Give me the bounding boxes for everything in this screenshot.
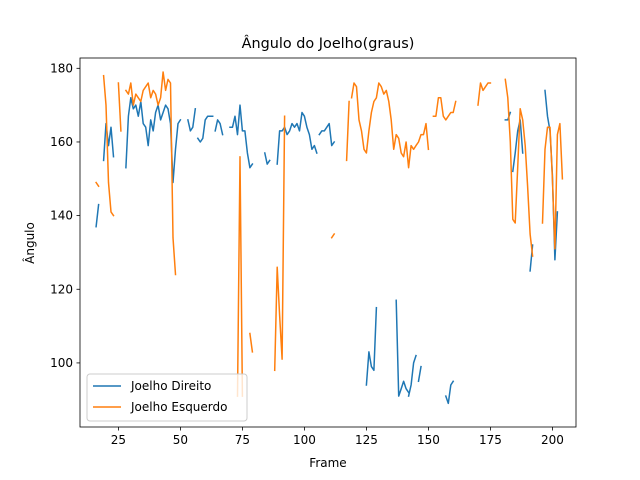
series-0-segment-9 [318, 122, 336, 147]
series-1-segment-13 [541, 122, 564, 250]
series-0-segment-14 [444, 380, 455, 405]
series-1-segment-12 [504, 78, 534, 257]
series-1-segment-5 [249, 332, 254, 353]
y-tick-label: 160 [50, 135, 73, 149]
y-axis-label: Ângulo [22, 222, 37, 264]
series-0-segment-13 [417, 365, 422, 383]
series-1-segment-1 [102, 74, 115, 217]
x-tick-label: 150 [417, 433, 440, 447]
series-0-segment-12 [407, 354, 417, 397]
x-tick-label: 125 [355, 433, 378, 447]
series-1-segment-9 [350, 82, 430, 169]
legend: Joelho Direito Joelho Esquerdo [86, 373, 248, 422]
y-tick-label: 140 [50, 209, 73, 223]
series-0-segment-1 [102, 122, 115, 162]
x-tick-label: 75 [235, 433, 250, 447]
y-tick-label: 180 [50, 61, 73, 75]
x-tick-label: 200 [541, 433, 564, 447]
series-0-segment-11 [395, 299, 410, 397]
series-0-segment-4 [196, 115, 214, 143]
series-0-segment-6 [229, 104, 254, 169]
series-1-segment-7 [330, 232, 336, 239]
plot-area [95, 71, 564, 405]
series-1-segment-3 [124, 71, 177, 276]
axes-frame [79, 57, 577, 428]
series-0-segment-3 [187, 107, 197, 132]
legend-entry: Joelho Esquerdo [130, 400, 227, 414]
series-1-segment-2 [117, 82, 122, 132]
series-0-segment-5 [214, 119, 224, 136]
series-1-segment-6 [273, 115, 286, 372]
axes: 25 50 75 100 125 150 175 200 100 120 140 160 180 [50, 57, 577, 447]
series-1-segment-0 [95, 181, 100, 188]
x-tick-label: 100 [293, 433, 316, 447]
x-axis-label: Frame [309, 456, 346, 470]
series-0-segment-0 [95, 203, 100, 228]
y-tick-label: 100 [50, 356, 73, 370]
x-tick-label: 175 [479, 433, 502, 447]
chart-title: Ângulo do Joelho(graus) [242, 34, 415, 52]
series-1-segment-10 [432, 97, 457, 121]
series-1-segment-4 [236, 155, 244, 397]
series-0-segment-16 [511, 119, 524, 173]
series-0-segment-8 [276, 111, 318, 165]
x-tick-label: 50 [173, 433, 188, 447]
legend-box [86, 373, 248, 422]
legend-entry: Joelho Direito [130, 379, 211, 393]
series-0-segment-7 [263, 152, 271, 165]
series-1-segment-8 [345, 100, 350, 162]
y-tick-label: 120 [50, 282, 73, 296]
series-1-segment-11 [477, 82, 492, 106]
x-tick-label: 25 [111, 433, 126, 447]
series-0-segment-10 [365, 306, 378, 386]
